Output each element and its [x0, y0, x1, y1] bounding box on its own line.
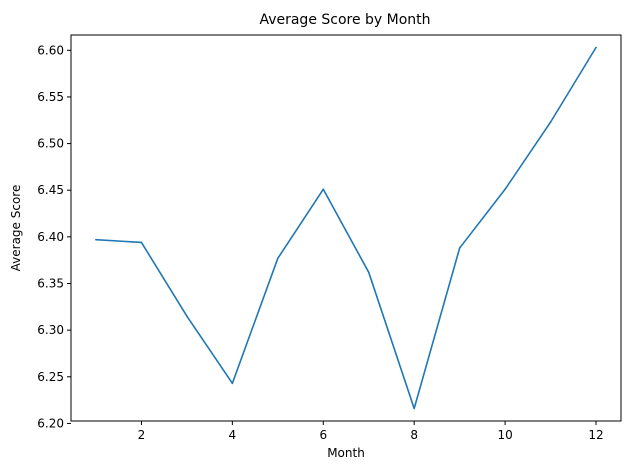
y-tick-label: 6.40 [37, 230, 64, 244]
y-tick-label: 6.45 [37, 183, 64, 197]
data-point [413, 407, 415, 410]
x-tick-label: 12 [588, 428, 603, 442]
data-point [277, 257, 279, 260]
x-tick-label: 2 [138, 428, 146, 442]
x-axis-label: Month [327, 446, 365, 460]
y-tick-label: 6.35 [37, 277, 64, 291]
y-tick-label: 6.55 [37, 90, 64, 104]
x-tick-label: 4 [229, 428, 237, 442]
chart-title: Average Score by Month [259, 12, 430, 28]
x-axis: 2 4 6 8 10 12 [138, 421, 604, 442]
series-layer [95, 46, 597, 410]
data-point [549, 121, 552, 123]
plot-frame [70, 34, 622, 422]
data-point [367, 271, 370, 274]
data-point [95, 238, 97, 241]
data-point [140, 241, 143, 244]
x-tick-label: 10 [497, 428, 512, 442]
y-tick-label: 6.25 [37, 370, 64, 384]
data-point [458, 247, 461, 249]
series-line-0 [95, 46, 597, 410]
y-axis-label: Average Score [9, 185, 23, 272]
y-tick-label: 6.30 [37, 323, 64, 337]
y-axis: 6.20 6.25 6.30 6.35 6.40 6.45 6.50 6.55 6.60 [37, 43, 71, 430]
data-point [231, 382, 234, 385]
y-tick-label: 6.20 [37, 416, 64, 430]
data-point [322, 188, 325, 191]
y-tick-label: 6.50 [37, 137, 64, 151]
y-tick-label: 6.60 [37, 43, 64, 57]
data-point [186, 315, 188, 317]
data-point [504, 188, 506, 191]
data-point [595, 46, 597, 49]
x-tick-label: 8 [410, 428, 418, 442]
x-tick-label: 6 [319, 428, 327, 442]
